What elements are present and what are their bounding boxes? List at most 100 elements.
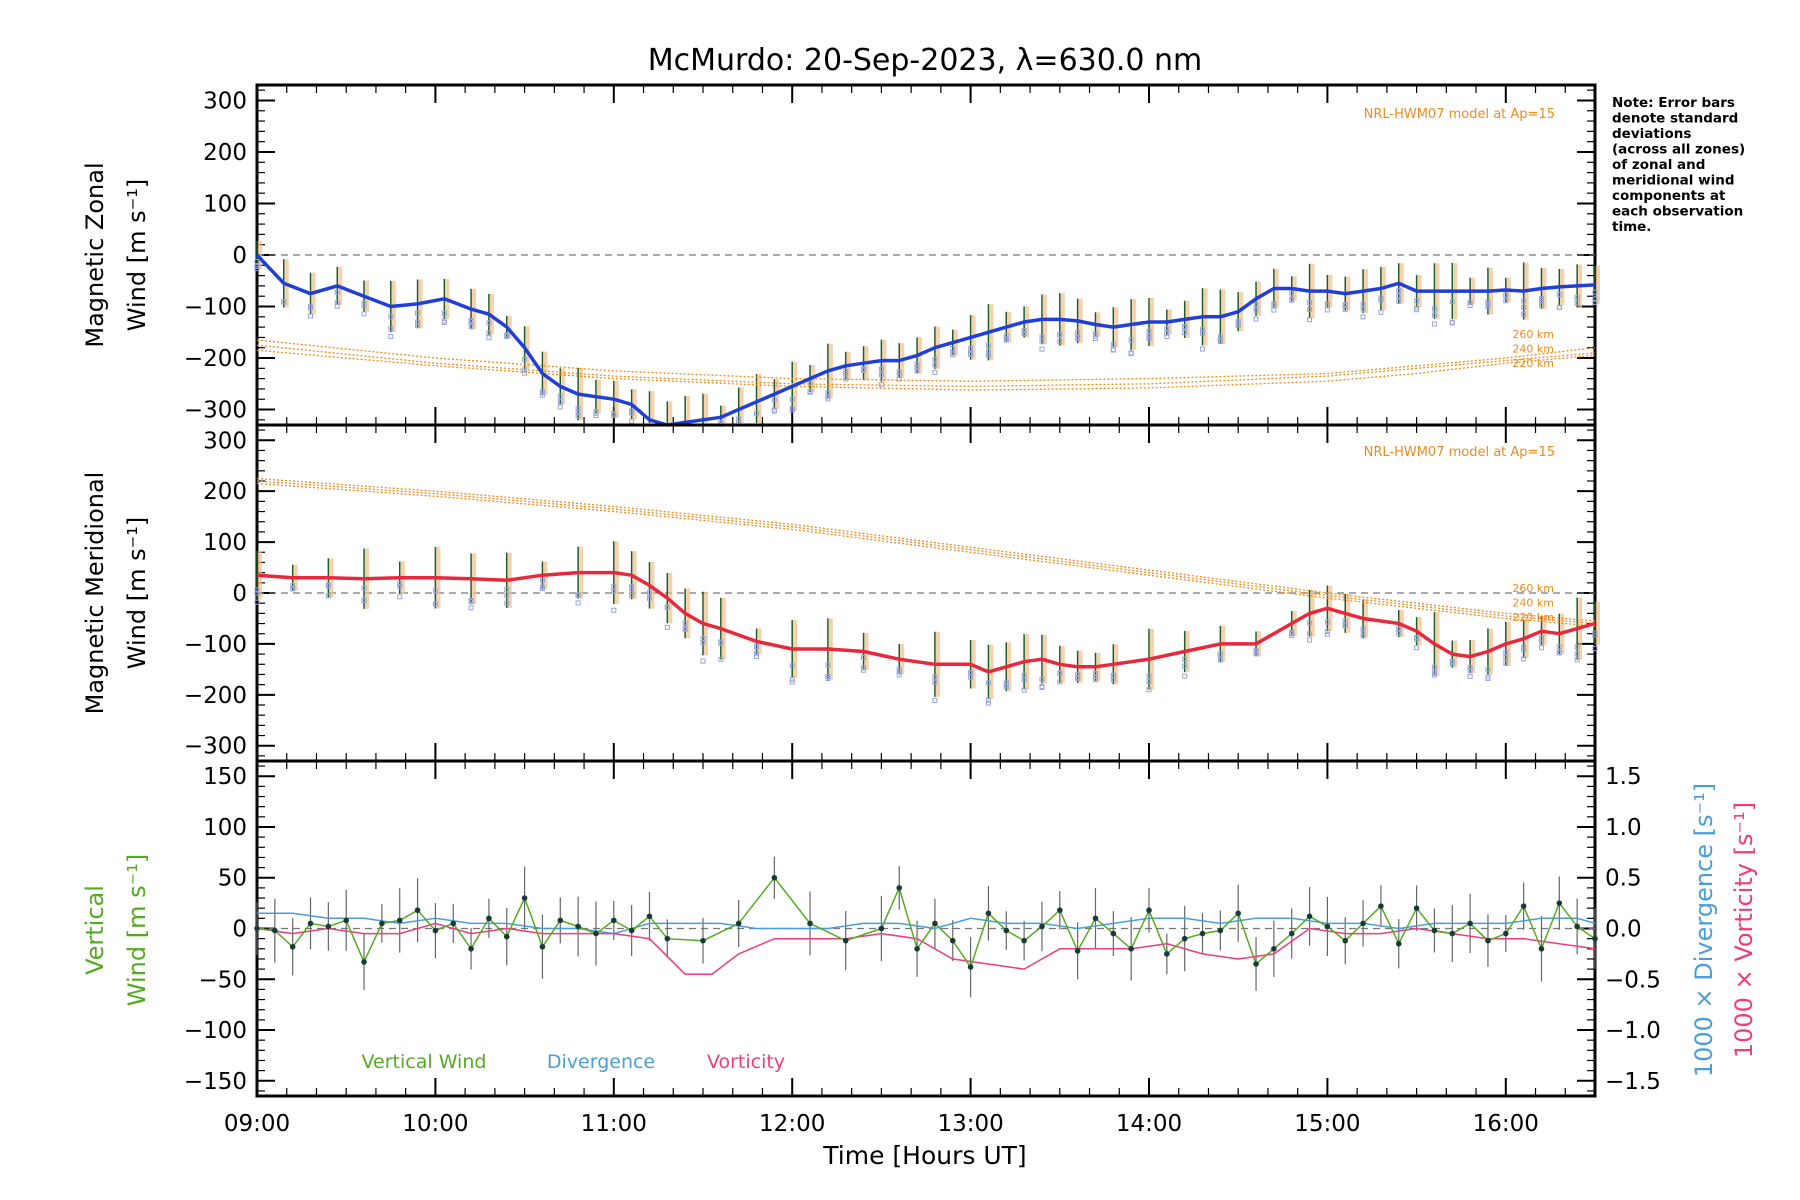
zone-point <box>1021 328 1027 334</box>
zone-point <box>1146 328 1152 334</box>
vertical-wind-point <box>1199 930 1206 937</box>
zone-point <box>611 412 617 418</box>
zone-point <box>325 593 331 599</box>
zone-point <box>1146 334 1152 340</box>
zone-point <box>504 587 510 593</box>
zone-point <box>896 666 902 672</box>
x-tick-label: 16:00 <box>1473 1111 1539 1137</box>
zone-point <box>1110 347 1116 353</box>
zone-point <box>441 319 447 325</box>
note-line: meridional wind <box>1612 173 1735 189</box>
y-tick-label: −200 <box>184 683 247 709</box>
y-tick-label: 200 <box>203 140 247 166</box>
y-tick-label: −150 <box>184 1069 247 1095</box>
zone-point <box>1324 301 1330 307</box>
panel-meridional: 300 200 100 0 −100 −200 −300 NRL-HWM07 model a… <box>81 423 1600 763</box>
zone-point <box>1039 676 1045 682</box>
zone-point <box>1521 304 1527 310</box>
legend-vertical-wind: Vertical Wind <box>362 1051 487 1073</box>
zone-point <box>504 600 510 606</box>
y-tick-label: 100 <box>203 530 247 556</box>
zone-point <box>334 299 340 305</box>
zone-point <box>914 361 920 367</box>
vertical-wind-point <box>1164 951 1170 957</box>
y-tick-label: 200 <box>203 479 247 505</box>
zone-point <box>1592 630 1598 636</box>
x-tick-label: 14:00 <box>1116 1111 1182 1137</box>
zonal-wind-line <box>255 253 1596 427</box>
zone-point <box>1021 330 1027 336</box>
zone-point <box>557 393 563 399</box>
zone-point <box>611 607 617 613</box>
zone-point <box>397 594 403 600</box>
note-line: (across all zones) <box>1612 142 1745 158</box>
vertical-wind-point <box>1574 923 1580 930</box>
note-line: denote standard <box>1612 111 1738 127</box>
zone-point <box>1538 298 1544 304</box>
zone-point <box>789 396 795 402</box>
vertical-wind-point <box>735 920 742 927</box>
zone-point <box>629 584 635 590</box>
vertical-wind-point <box>343 917 350 924</box>
zone-point <box>539 577 545 583</box>
note-line: of zonal and <box>1612 157 1705 173</box>
zone-point <box>1182 656 1188 662</box>
zone-point <box>1182 324 1188 330</box>
x-axis: 09:00 10:00 11:00 12:00 13:00 14:00 15:00 16:00 <box>224 1111 1539 1137</box>
y-tick-label: 150 <box>203 764 247 790</box>
vertical-wind-point <box>539 943 546 950</box>
zone-point <box>985 680 991 686</box>
zone-point <box>1039 683 1045 689</box>
zone-point <box>539 392 545 398</box>
note-line: components at <box>1612 188 1726 204</box>
vertical-wind-point <box>307 920 314 927</box>
vertical-wind-point <box>272 927 278 934</box>
zone-point <box>415 322 421 328</box>
zone-point <box>415 310 421 316</box>
zone-point <box>1360 314 1366 320</box>
vertical-wind-point <box>1217 927 1224 934</box>
vertical-wind-point <box>414 907 421 914</box>
meridional-wind-line <box>256 570 1596 674</box>
zone-point <box>281 299 287 305</box>
zone-point <box>415 319 421 325</box>
zone-point <box>1146 687 1152 693</box>
zone-point <box>1092 331 1098 337</box>
vertical-wind-point <box>557 917 564 924</box>
zone-point <box>575 600 581 606</box>
zone-point <box>1414 298 1420 304</box>
zone-point <box>1360 306 1366 312</box>
y-tick-label: 0 <box>232 917 247 943</box>
zone-point <box>1378 295 1384 301</box>
hwm-model-line <box>256 344 1596 388</box>
vertical-wind-point <box>1592 935 1598 942</box>
zone-point <box>1253 648 1259 654</box>
vertical-wind-point <box>896 885 903 891</box>
zone-point <box>807 389 813 395</box>
zone-point <box>441 310 447 316</box>
zone-point <box>1396 293 1402 299</box>
zone-point <box>754 651 760 657</box>
y2-tick-label: 0.0 <box>1605 917 1642 943</box>
vertical-wind-point <box>1181 935 1188 942</box>
vertical-wind-point <box>914 946 920 952</box>
zone-point <box>1503 655 1509 661</box>
zone-point <box>468 605 474 611</box>
zone-point <box>1521 647 1527 653</box>
vertical-wind-point <box>503 933 510 940</box>
zone-point <box>1021 687 1027 693</box>
zone-point <box>1307 620 1313 626</box>
zone-point <box>1574 294 1580 300</box>
zone-point <box>1253 316 1259 322</box>
zone-point <box>539 586 545 592</box>
vorticity-line <box>256 922 1596 975</box>
vertical-wind-point <box>1449 930 1456 937</box>
zone-point <box>1253 307 1259 313</box>
zone-point <box>1235 320 1241 326</box>
zone-point <box>861 667 867 673</box>
zonal-model-label: NRL-HWM07 model at Ap=15 <box>1364 107 1555 122</box>
zone-point <box>1057 679 1063 685</box>
vertical-wind-point <box>1128 946 1134 952</box>
vertical-wind-point <box>1467 920 1473 927</box>
